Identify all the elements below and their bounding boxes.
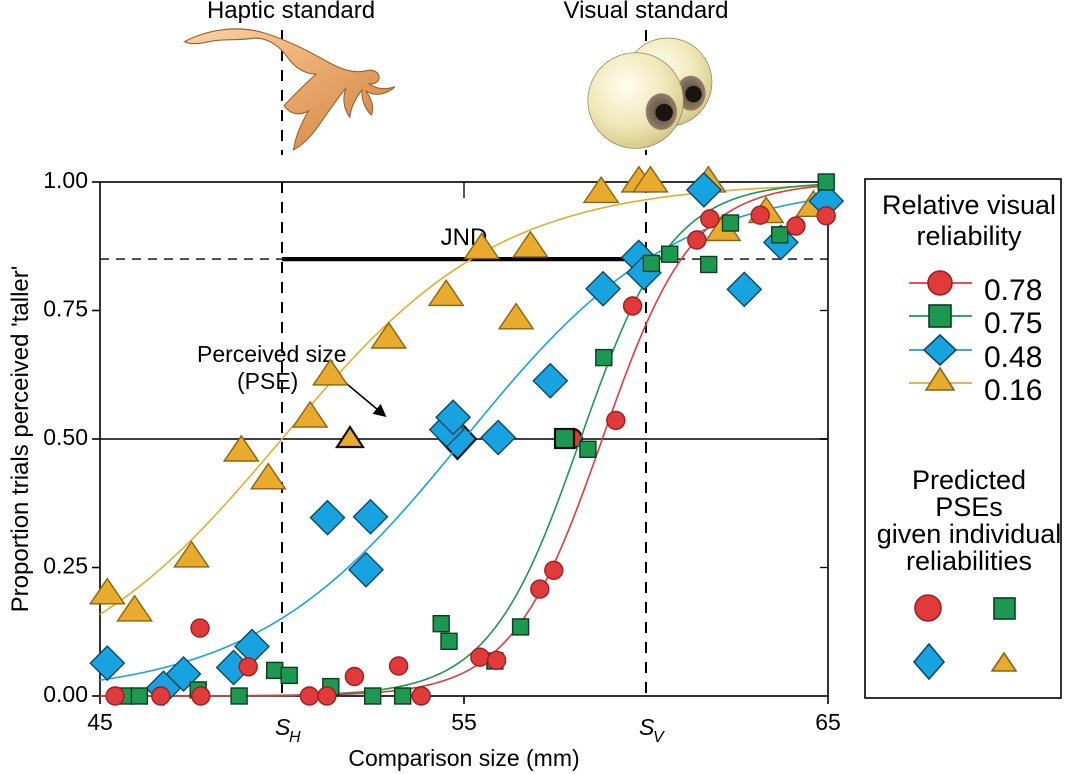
svg-text:given individual: given individual: [877, 519, 1062, 549]
svg-text:55: 55: [451, 709, 477, 735]
svg-text:65: 65: [815, 709, 841, 735]
svg-text:0.50: 0.50: [43, 424, 88, 450]
svg-text:Proportion trials perceived 't: Proportion trials perceived 'taller': [7, 266, 34, 613]
svg-text:Relative visual: Relative visual: [882, 190, 1056, 220]
svg-text:0.78: 0.78: [984, 274, 1042, 307]
svg-text:0.48: 0.48: [984, 341, 1042, 374]
svg-text:0.75: 0.75: [984, 307, 1042, 340]
svg-text:(PSE): (PSE): [237, 368, 298, 394]
svg-text:0.16: 0.16: [984, 374, 1042, 407]
svg-text:0.00: 0.00: [43, 681, 88, 707]
svg-text:0.25: 0.25: [43, 553, 88, 579]
svg-text:Visual standard: Visual standard: [564, 0, 729, 24]
svg-text:0.75: 0.75: [43, 296, 88, 322]
svg-text:H: H: [289, 729, 301, 746]
svg-text:1.00: 1.00: [43, 167, 88, 193]
svg-text:reliabilities: reliabilities: [906, 546, 1032, 576]
svg-text:Comparison size (mm): Comparison size (mm): [348, 745, 579, 771]
svg-text:45: 45: [87, 709, 113, 735]
svg-text:Haptic standard: Haptic standard: [207, 0, 375, 24]
svg-text:Perceived size: Perceived size: [197, 341, 347, 367]
svg-text:reliability: reliability: [916, 221, 1022, 251]
svg-text:V: V: [653, 729, 665, 746]
svg-text:PSEs: PSEs: [935, 492, 1003, 522]
svg-text:Predicted: Predicted: [912, 465, 1026, 495]
